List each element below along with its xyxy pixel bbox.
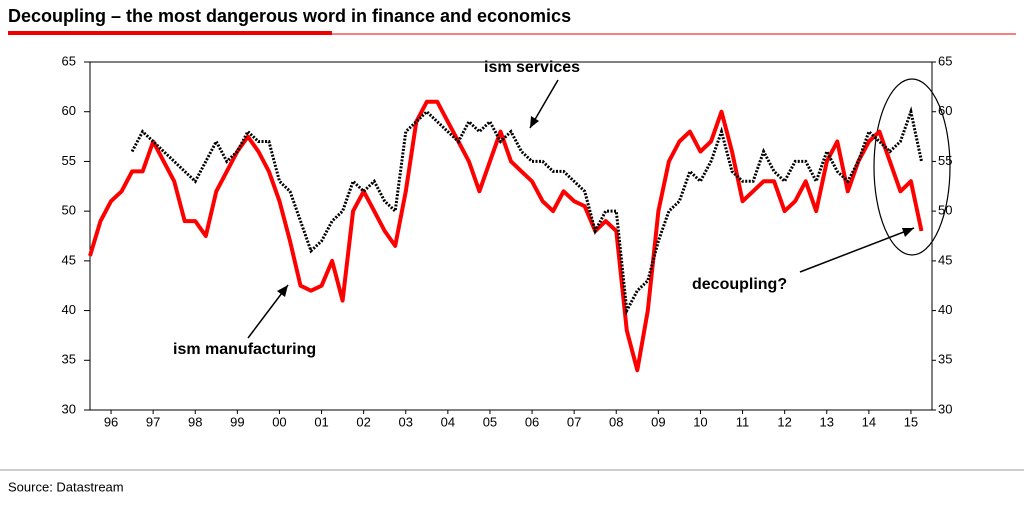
x-tick-label: 07 (567, 414, 581, 429)
y2-tick-label: 55 (938, 153, 952, 168)
x-tick-label: 98 (188, 414, 202, 429)
y2-tick-label: 40 (938, 302, 952, 317)
y2-tick-label: 45 (938, 252, 952, 267)
highlight-ellipse (873, 78, 951, 256)
x-tick-label: 04 (441, 414, 455, 429)
x-tick-label: 01 (314, 414, 328, 429)
x-tick-label: 08 (609, 414, 623, 429)
annotation: ism manufacturing (173, 341, 316, 358)
x-tick-label: 97 (146, 414, 160, 429)
annotation: decoupling? (692, 276, 787, 293)
y-tick-label: 60 (62, 103, 76, 118)
x-tick-label: 13 (820, 414, 834, 429)
x-tick-label: 03 (399, 414, 413, 429)
x-tick-label: 14 (862, 414, 876, 429)
series-line (130, 106, 923, 316)
x-tick-label: 05 (483, 414, 497, 429)
y-tick-label: 45 (62, 252, 76, 267)
x-tick-label: 02 (356, 414, 370, 429)
y2-tick-label: 50 (938, 203, 952, 218)
y-tick-label: 35 (62, 352, 76, 367)
x-tick-label: 09 (651, 414, 665, 429)
y-tick-label: 65 (62, 53, 76, 68)
x-tick-label: 06 (525, 414, 539, 429)
y2-tick-label: 60 (938, 103, 952, 118)
annotation: ism services (484, 59, 580, 76)
x-tick-label: 99 (230, 414, 244, 429)
plot-frame (89, 61, 933, 411)
x-tick-label: 11 (736, 414, 750, 429)
chart-title: Decoupling – the most dangerous word in … (8, 6, 571, 26)
y2-tick-label: 30 (938, 401, 952, 416)
x-tick-label: 15 (904, 414, 918, 429)
series-line (88, 99, 924, 373)
y2-tick-label: 35 (938, 352, 952, 367)
arrow-head (902, 228, 914, 237)
y-tick-label: 50 (62, 203, 76, 218)
x-tick-label: 12 (777, 414, 791, 429)
arrow-head (530, 116, 539, 128)
arrow-head (277, 285, 288, 297)
x-tick-label: 96 (104, 414, 118, 429)
y-tick-label: 40 (62, 302, 76, 317)
x-tick-label: 10 (693, 414, 707, 429)
source: Source: Datastream (8, 479, 124, 494)
y-tick-label: 55 (62, 153, 76, 168)
x-tick-label: 00 (272, 414, 286, 429)
y2-tick-label: 65 (938, 53, 952, 68)
arrow (799, 227, 915, 273)
y-tick-label: 30 (62, 401, 76, 416)
